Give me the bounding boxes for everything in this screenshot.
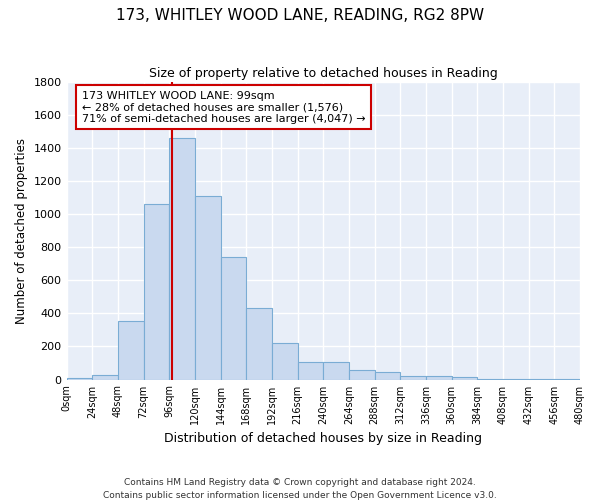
- Y-axis label: Number of detached properties: Number of detached properties: [15, 138, 28, 324]
- Bar: [67, 378, 92, 380]
- Bar: [400, 376, 426, 380]
- X-axis label: Distribution of detached houses by size in Reading: Distribution of detached houses by size …: [164, 432, 482, 445]
- Bar: [118, 321, 143, 380]
- Bar: [169, 138, 195, 380]
- Bar: [529, 378, 554, 380]
- Bar: [503, 378, 529, 380]
- Bar: [452, 377, 478, 380]
- Bar: [323, 362, 349, 380]
- Bar: [143, 204, 169, 380]
- Title: Size of property relative to detached houses in Reading: Size of property relative to detached ho…: [149, 68, 497, 80]
- Bar: [221, 257, 246, 380]
- Bar: [92, 374, 118, 380]
- Bar: [195, 196, 221, 380]
- Bar: [374, 372, 400, 380]
- Bar: [246, 308, 272, 380]
- Bar: [349, 370, 374, 380]
- Bar: [272, 343, 298, 380]
- Bar: [554, 378, 580, 380]
- Text: 173 WHITLEY WOOD LANE: 99sqm
← 28% of detached houses are smaller (1,576)
71% of: 173 WHITLEY WOOD LANE: 99sqm ← 28% of de…: [82, 90, 365, 124]
- Bar: [426, 376, 452, 380]
- Text: 173, WHITLEY WOOD LANE, READING, RG2 8PW: 173, WHITLEY WOOD LANE, READING, RG2 8PW: [116, 8, 484, 22]
- Bar: [478, 378, 503, 380]
- Bar: [298, 362, 323, 380]
- Text: Contains HM Land Registry data © Crown copyright and database right 2024.
Contai: Contains HM Land Registry data © Crown c…: [103, 478, 497, 500]
